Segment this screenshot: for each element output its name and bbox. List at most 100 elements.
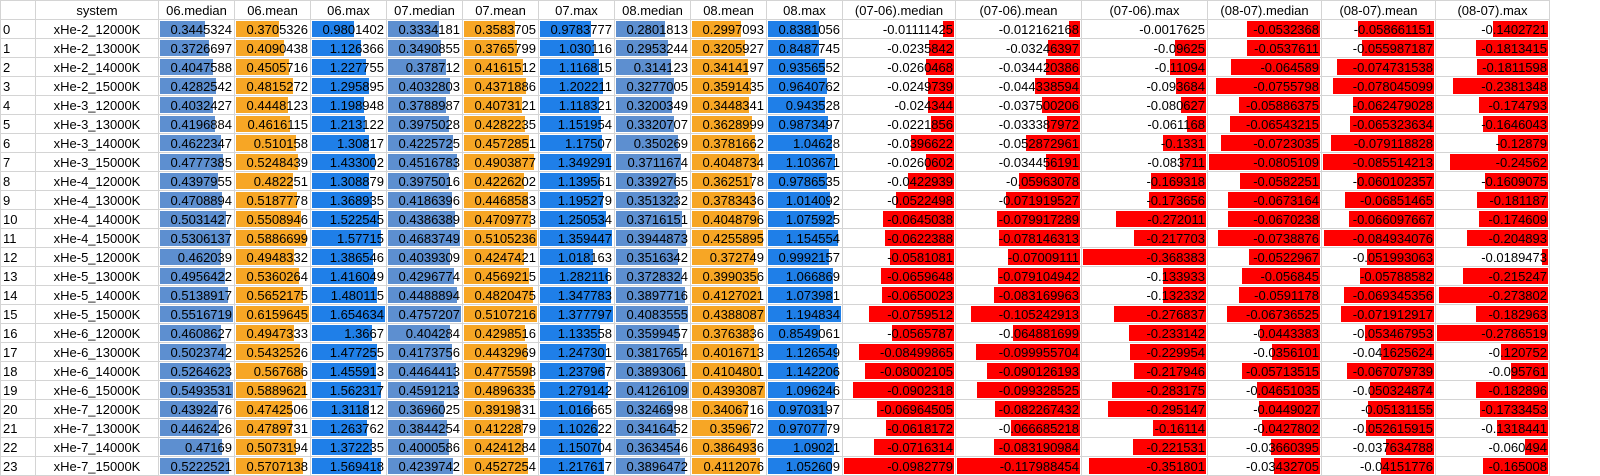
data-cell[interactable]: 0.4462426: [158, 418, 235, 438]
data-cell[interactable]: 0.4393087: [690, 380, 767, 400]
data-cell[interactable]: 0.482251: [234, 171, 311, 191]
data-cell[interactable]: -0.120752: [1435, 342, 1550, 362]
data-cell[interactable]: -0.03660395: [1207, 437, 1322, 457]
data-cell[interactable]: -0.090126193: [955, 361, 1082, 381]
data-cell[interactable]: 0.4777385: [158, 152, 235, 172]
data-cell[interactable]: -0.074731538: [1321, 57, 1436, 77]
data-cell[interactable]: 0.4073121: [462, 95, 539, 115]
data-cell[interactable]: 0.4122879: [462, 418, 539, 438]
data-cell[interactable]: -0.078045099: [1321, 76, 1436, 96]
data-cell[interactable]: -0.0017625: [1081, 19, 1208, 39]
data-cell[interactable]: -0.05713515: [1207, 361, 1322, 381]
system-cell[interactable]: xHe-4_13000K: [35, 190, 159, 210]
data-cell[interactable]: -0.052615915: [1321, 418, 1436, 438]
data-cell[interactable]: -0.05963078: [955, 171, 1082, 191]
data-cell[interactable]: 0.4196884: [158, 114, 235, 134]
data-cell[interactable]: -0.083711: [1081, 152, 1208, 172]
data-cell[interactable]: -0.083169963: [955, 285, 1082, 305]
data-cell[interactable]: -0.0427802: [1207, 418, 1322, 438]
data-cell[interactable]: 0.5886699: [234, 228, 311, 248]
data-cell[interactable]: -0.173656: [1081, 190, 1208, 210]
data-cell[interactable]: 0.4239742: [386, 456, 463, 476]
data-cell[interactable]: 0.3591435: [690, 76, 767, 96]
data-cell[interactable]: 0.3205927: [690, 38, 767, 58]
data-cell[interactable]: -0.0443383: [1207, 323, 1322, 343]
data-cell[interactable]: 0.4608627: [158, 323, 235, 343]
data-cell[interactable]: 0.3599457: [614, 323, 691, 343]
data-cell[interactable]: 1.142206: [766, 361, 843, 381]
data-cell[interactable]: -0.1331: [1081, 133, 1208, 153]
data-cell[interactable]: -0.117988454: [955, 456, 1082, 476]
data-cell[interactable]: 0.4048796: [690, 209, 767, 229]
data-cell[interactable]: 1.30817: [310, 133, 387, 153]
data-cell[interactable]: 0.4112076: [690, 456, 767, 476]
data-cell[interactable]: 0.4161512: [462, 57, 539, 77]
data-cell[interactable]: -0.099328525: [955, 380, 1082, 400]
data-cell[interactable]: 0.4247421: [462, 247, 539, 267]
data-cell[interactable]: -0.0422939: [842, 171, 956, 191]
data-cell[interactable]: -0.08002105: [842, 361, 956, 381]
data-cell[interactable]: 1.073981: [766, 285, 843, 305]
data-cell[interactable]: -0.065323634: [1321, 114, 1436, 134]
data-cell[interactable]: -0.095761: [1435, 361, 1550, 381]
data-cell[interactable]: -0.012162168: [955, 19, 1082, 39]
column-header-08-07-median[interactable]: (08-07).median: [1207, 0, 1322, 20]
data-cell[interactable]: 1.133558: [538, 323, 615, 343]
data-cell[interactable]: 0.3893061: [614, 361, 691, 381]
data-cell[interactable]: 1.308879: [310, 171, 387, 191]
data-cell[interactable]: 0.9873497: [766, 114, 843, 134]
data-cell[interactable]: -0.0449027: [1207, 399, 1322, 419]
data-cell[interactable]: -0.24562: [1435, 152, 1550, 172]
data-cell[interactable]: 0.314123: [614, 57, 691, 77]
data-cell[interactable]: -0.052872961: [955, 133, 1082, 153]
column-header-06-median[interactable]: 06.median: [158, 0, 235, 20]
data-cell[interactable]: 1.263762: [310, 418, 387, 438]
data-cell[interactable]: -0.1402721: [1435, 19, 1550, 39]
system-cell[interactable]: xHe-2_13000K: [35, 38, 159, 58]
data-cell[interactable]: -0.0659648: [842, 266, 956, 286]
data-cell[interactable]: -0.0537611: [1207, 38, 1322, 58]
data-cell[interactable]: 0.4903877: [462, 152, 539, 172]
data-cell[interactable]: 1.359447: [538, 228, 615, 248]
data-cell[interactable]: 0.4255895: [690, 228, 767, 248]
data-cell[interactable]: -0.04651035: [1207, 380, 1322, 400]
data-cell[interactable]: -0.064589: [1207, 57, 1322, 77]
data-cell[interactable]: 0.4448123: [234, 95, 311, 115]
data-cell[interactable]: -0.0260602: [842, 152, 956, 172]
data-cell[interactable]: -0.0738876: [1207, 228, 1322, 248]
data-cell[interactable]: 0.3416452: [614, 418, 691, 438]
data-cell[interactable]: 0.4083555: [614, 304, 691, 324]
data-cell[interactable]: 0.4226202: [462, 171, 539, 191]
data-cell[interactable]: 0.3864936: [690, 437, 767, 457]
data-cell[interactable]: -0.034420386: [955, 57, 1082, 77]
data-cell[interactable]: -0.1318441: [1435, 418, 1550, 438]
data-cell[interactable]: 0.4820475: [462, 285, 539, 305]
system-cell[interactable]: xHe-5_15000K: [35, 304, 159, 324]
data-cell[interactable]: 1.372235: [310, 437, 387, 457]
data-cell[interactable]: 0.5707138: [234, 456, 311, 476]
data-cell[interactable]: -0.295147: [1081, 399, 1208, 419]
data-cell[interactable]: 0.3919831: [462, 399, 539, 419]
data-cell[interactable]: 0.3445324: [158, 19, 235, 39]
data-cell[interactable]: -0.037500206: [955, 95, 1082, 115]
data-cell[interactable]: -0.079118828: [1321, 133, 1436, 153]
data-cell[interactable]: -0.06964505: [842, 399, 956, 419]
data-cell[interactable]: 0.5652175: [234, 285, 311, 305]
data-cell[interactable]: 0.3406716: [690, 399, 767, 419]
data-cell[interactable]: 0.3320707: [614, 114, 691, 134]
data-cell[interactable]: 1.014092: [766, 190, 843, 210]
column-header-08-07-mean[interactable]: (08-07).mean: [1321, 0, 1436, 20]
data-cell[interactable]: 0.4397955: [158, 171, 235, 191]
data-cell[interactable]: -0.0522498: [842, 190, 956, 210]
data-cell[interactable]: 1.477255: [310, 342, 387, 362]
data-cell[interactable]: 0.5889621: [234, 380, 311, 400]
data-cell[interactable]: -0.067079739: [1321, 361, 1436, 381]
data-cell[interactable]: -0.0235842: [842, 38, 956, 58]
data-cell[interactable]: 0.3414197: [690, 57, 767, 77]
data-cell[interactable]: 0.5264623: [158, 361, 235, 381]
data-cell[interactable]: 0.5360264: [234, 266, 311, 286]
data-cell[interactable]: -0.08499865: [842, 342, 956, 362]
data-cell[interactable]: -0.03246397: [955, 38, 1082, 58]
data-cell[interactable]: -0.0249739: [842, 76, 956, 96]
data-cell[interactable]: 0.4241284: [462, 437, 539, 457]
